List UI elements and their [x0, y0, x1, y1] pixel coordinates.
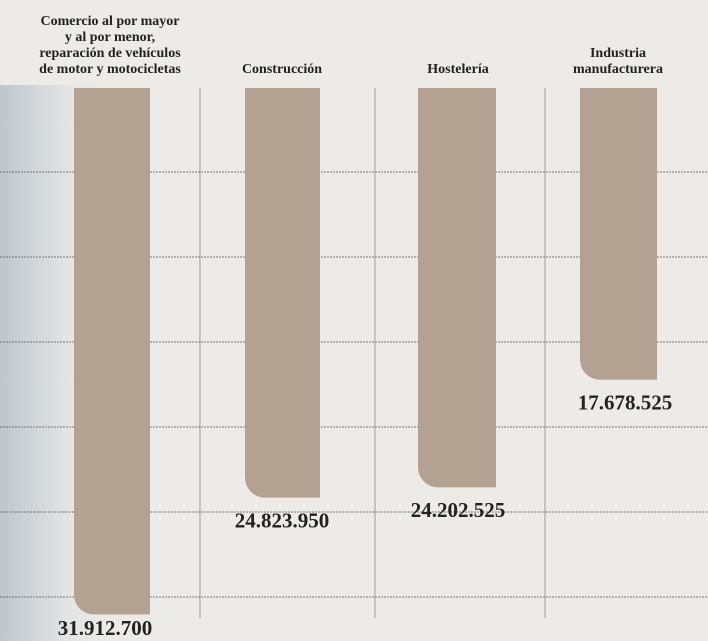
chart-canvas: 31.912.700 24.823.950 24.202.525 17.678.525 — [0, 0, 708, 641]
value-label: 24.202.525 — [411, 498, 506, 522]
bar — [580, 88, 657, 380]
bar — [74, 88, 150, 615]
category-label: Comercio al por mayor y al por menor, re… — [10, 14, 210, 78]
category-label: Industria manufacturera — [518, 46, 708, 78]
chart: 31.912.700 24.823.950 24.202.525 17.678.525… — [0, 0, 708, 641]
bar — [418, 88, 496, 487]
value-label: 24.823.950 — [235, 508, 330, 532]
value-label: 31.912.700 — [58, 616, 153, 640]
bar — [245, 88, 320, 498]
value-label: 17.678.525 — [578, 391, 673, 415]
category-label: Construcción — [182, 62, 382, 78]
